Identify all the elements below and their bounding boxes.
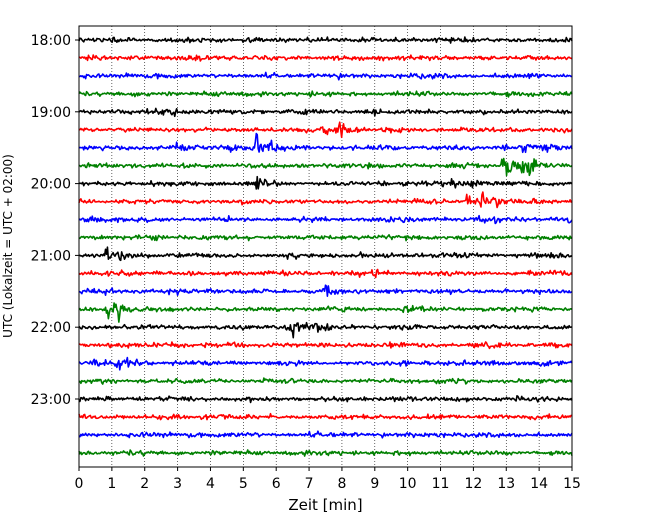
x-tick-label: 2 <box>140 476 149 492</box>
seismogram-trace <box>78 214 573 225</box>
seismogram-traces <box>78 36 573 457</box>
x-tick-label: 8 <box>337 476 346 492</box>
seismogram-trace <box>78 321 573 339</box>
seismogram-trace <box>78 107 573 118</box>
seismogram-trace <box>78 246 573 262</box>
x-tick-label: 14 <box>530 476 548 492</box>
y-axis-ticks: 18:00 19:00 20:00 21:00 22:00 23:00 <box>31 33 79 408</box>
seismogram-trace <box>78 175 573 190</box>
seismogram-trace <box>78 121 573 139</box>
x-tick-label: 10 <box>399 476 417 492</box>
seismogram-trace <box>78 302 573 323</box>
y-tick-label: 22:00 <box>31 320 71 336</box>
x-tick-label: 9 <box>370 476 379 492</box>
x-tick-label: 4 <box>206 476 215 492</box>
x-axis-ticks: 0 1 2 3 4 5 6 7 8 9 10 11 12 13 14 15 <box>75 467 581 492</box>
y-tick-label: 23:00 <box>31 392 71 408</box>
seismogram-trace <box>78 132 573 154</box>
seismogram-trace <box>78 284 573 297</box>
seismogram-trace <box>78 395 573 404</box>
seismogram-trace <box>78 54 573 62</box>
seismogram-trace <box>78 36 573 44</box>
x-tick-label: 6 <box>272 476 281 492</box>
x-tick-label: 5 <box>239 476 248 492</box>
seismogram-trace <box>78 430 573 439</box>
seismogram-trace <box>78 234 573 242</box>
x-tick-label: 3 <box>173 476 182 492</box>
seismogram-trace <box>78 412 573 421</box>
x-tick-label: 15 <box>563 476 581 492</box>
x-tick-label: 13 <box>497 476 515 492</box>
x-tick-label: 12 <box>464 476 482 492</box>
x-axis-label: Zeit [min] <box>288 496 362 514</box>
y-tick-label: 21:00 <box>31 248 71 264</box>
y-tick-label: 19:00 <box>31 105 71 121</box>
y-tick-label: 18:00 <box>31 33 71 49</box>
seismogram-trace <box>78 268 573 279</box>
x-tick-label: 1 <box>107 476 116 492</box>
seismogram-trace <box>78 191 573 209</box>
seismogram-trace <box>78 157 573 177</box>
y-axis-label: UTC (Lokalzeit = UTC + 02:00) <box>1 154 15 338</box>
seismogram-trace <box>78 90 573 98</box>
plot-frame <box>78 25 573 468</box>
seismogram-trace <box>78 356 573 371</box>
seismogram-trace <box>78 377 573 385</box>
x-tick-label: 0 <box>75 476 84 492</box>
seismogram-trace <box>78 71 573 81</box>
y-tick-label: 20:00 <box>31 177 71 193</box>
seismogram-trace <box>78 341 573 350</box>
x-tick-label: 7 <box>305 476 314 492</box>
x-tick-label: 11 <box>432 476 450 492</box>
seismogram-trace <box>78 449 573 457</box>
